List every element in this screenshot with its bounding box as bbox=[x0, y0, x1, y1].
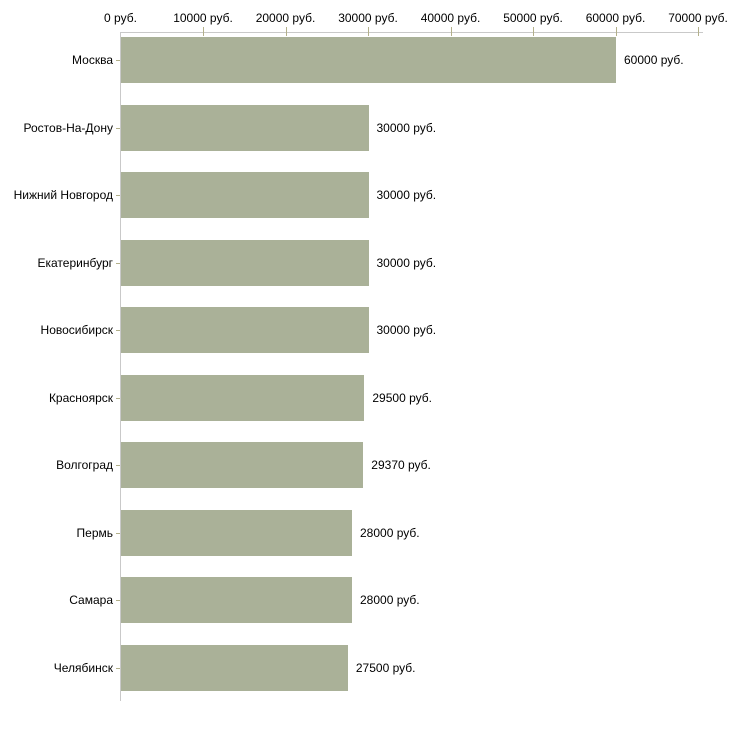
chart-row: Новосибирск 30000 руб. bbox=[0, 303, 730, 371]
x-tick-mark bbox=[450, 27, 452, 36]
value-label: 29370 руб. bbox=[371, 458, 431, 472]
category-tick-mark bbox=[116, 397, 120, 399]
category-label: Пермь bbox=[76, 525, 113, 540]
bar bbox=[121, 374, 365, 421]
chart-row: Красноярск 29500 руб. bbox=[0, 371, 730, 439]
category-tick-mark bbox=[116, 195, 120, 196]
value-label: 30000 руб. bbox=[376, 255, 437, 270]
chart-row: Волгоград 29370 руб. bbox=[0, 438, 730, 506]
bar bbox=[121, 172, 369, 218]
category-label: Самара bbox=[69, 593, 113, 607]
category-label: Ростов-На-Дону bbox=[23, 120, 113, 135]
x-tick-mark bbox=[533, 27, 534, 36]
x-tick-mark bbox=[203, 27, 204, 36]
x-tick-mark bbox=[285, 27, 287, 36]
category-tick-mark bbox=[116, 127, 120, 129]
category-label: Волгоград bbox=[56, 458, 113, 472]
category-tick-mark bbox=[116, 667, 120, 669]
category-tick-mark bbox=[116, 60, 120, 61]
x-tick-label: 50000 руб. bbox=[503, 11, 563, 25]
x-tick-label: 30000 руб. bbox=[338, 11, 398, 25]
category-tick-mark bbox=[116, 532, 120, 534]
chart-row: Екатеринбург 30000 руб. bbox=[0, 236, 730, 304]
category-label: Екатеринбург bbox=[37, 255, 114, 270]
bar bbox=[121, 307, 369, 353]
x-tick-label: 20000 руб. bbox=[255, 11, 316, 25]
value-label: 30000 руб. bbox=[376, 120, 437, 135]
category-tick-mark bbox=[116, 262, 120, 264]
category-label: Москва bbox=[72, 53, 113, 67]
x-tick-label: 70000 руб. bbox=[668, 11, 728, 25]
bar bbox=[121, 577, 352, 623]
category-tick-mark bbox=[116, 600, 120, 601]
value-label: 60000 руб. bbox=[624, 53, 684, 67]
value-label: 28000 руб. bbox=[360, 593, 420, 607]
bar bbox=[121, 104, 369, 151]
value-label: 28000 руб. bbox=[360, 525, 420, 540]
category-tick-mark bbox=[116, 465, 120, 466]
chart-row: Челябинск 27500 руб. bbox=[0, 641, 730, 709]
bar bbox=[121, 509, 352, 556]
y-axis-line bbox=[120, 32, 121, 701]
x-tick-label: 40000 руб. bbox=[420, 11, 481, 25]
x-tick-label: 10000 руб. bbox=[173, 11, 233, 25]
chart-row: Пермь 28000 руб. bbox=[0, 506, 730, 574]
category-label: Нижний Новгород bbox=[13, 188, 113, 202]
x-tick-label: 0 руб. bbox=[104, 11, 137, 25]
chart-row: Самара 28000 руб. bbox=[0, 573, 730, 641]
category-tick-mark bbox=[116, 330, 120, 331]
chart-row: Москва 60000 руб. bbox=[0, 33, 730, 101]
value-label: 30000 руб. bbox=[376, 188, 437, 202]
bar bbox=[121, 239, 369, 286]
x-tick-label: 60000 руб. bbox=[585, 11, 646, 25]
bar bbox=[121, 644, 348, 691]
value-label: 27500 руб. bbox=[355, 660, 416, 675]
chart-row: Ростов-На-Дону 30000 руб. bbox=[0, 101, 730, 169]
x-tick-mark bbox=[368, 27, 369, 36]
x-tick-mark bbox=[698, 27, 699, 36]
value-label: 30000 руб. bbox=[376, 323, 437, 337]
value-label: 29500 руб. bbox=[372, 390, 432, 405]
chart-row: Нижний Новгород 30000 руб. bbox=[0, 168, 730, 236]
bar bbox=[121, 442, 364, 488]
bar bbox=[121, 37, 616, 83]
x-axis-line bbox=[120, 32, 703, 33]
category-label: Челябинск bbox=[53, 660, 113, 675]
category-label: Красноярск bbox=[48, 390, 113, 405]
x-tick-mark bbox=[615, 27, 617, 36]
category-label: Новосибирск bbox=[40, 323, 113, 337]
